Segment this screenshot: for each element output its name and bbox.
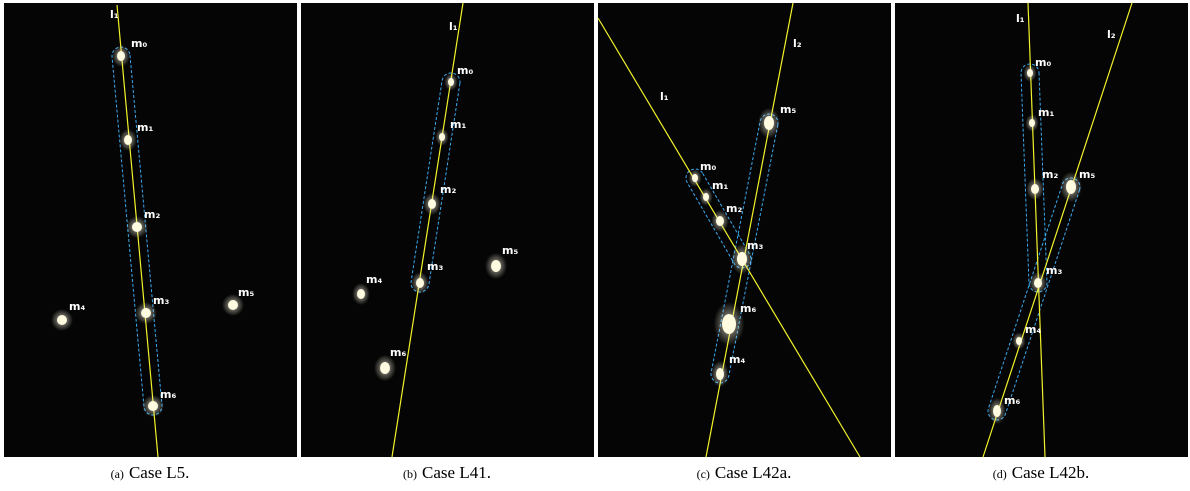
point-label: m₄ (366, 273, 382, 286)
caption-tag: (d) (993, 467, 1007, 481)
point-label: m₀ (1035, 56, 1051, 69)
line-label: l₂ (1107, 28, 1116, 41)
point (439, 133, 445, 141)
figure: (a) Case L5. (b) Case L41. (c) Case L42a. (… (0, 0, 1190, 491)
panel-image (895, 3, 1188, 457)
point (148, 401, 158, 411)
caption-text: Case L42b. (1012, 463, 1089, 482)
point-label: m₂ (440, 183, 456, 196)
point (228, 300, 238, 310)
point (448, 78, 454, 86)
point-label: m₄ (729, 353, 745, 366)
caption: (d) Case L42b. (993, 463, 1089, 482)
point-label: m₁ (450, 118, 466, 131)
point-label: m₃ (747, 239, 763, 252)
caption-text: Case L41. (422, 463, 491, 482)
caption: (b) Case L41. (403, 463, 491, 482)
point (141, 308, 151, 318)
line-label: l₁ (110, 8, 119, 21)
point-label: m₆ (160, 388, 176, 401)
point-label: m₁ (137, 121, 153, 134)
point (132, 222, 142, 232)
point-label: m₂ (1042, 168, 1058, 181)
point-label: m₅ (238, 286, 254, 299)
point-label: m₆ (740, 302, 756, 315)
point-label: m₂ (726, 202, 742, 215)
point (722, 314, 736, 334)
point-label: m₀ (457, 64, 473, 77)
point (764, 116, 774, 130)
point-label: m₄ (69, 300, 85, 313)
point (1066, 180, 1076, 194)
point-label: m₅ (780, 103, 796, 116)
caption-text: Case L5. (129, 463, 189, 482)
point-label: m₁ (712, 179, 728, 192)
line-label: l₁ (660, 90, 669, 103)
caption-tag: (c) (697, 467, 710, 481)
point (1034, 278, 1042, 288)
point-label: m₅ (502, 244, 518, 257)
caption-text: Case L42a. (715, 463, 791, 482)
point (491, 260, 501, 272)
point (416, 278, 424, 288)
page: (a) Case L5. (b) Case L41. (c) Case L42a. (… (0, 0, 1190, 491)
point-label: m₀ (131, 37, 147, 50)
panel-image (301, 3, 594, 457)
point (993, 405, 1001, 417)
point (692, 174, 698, 182)
point-label: m₆ (390, 346, 406, 359)
point (1016, 337, 1022, 345)
caption-tag: (a) (111, 467, 124, 481)
point-label: m₅ (1079, 168, 1095, 181)
point-label: m₃ (153, 294, 169, 307)
point (737, 252, 747, 266)
point (57, 315, 67, 325)
point (124, 135, 132, 145)
line-label: l₂ (793, 37, 802, 50)
point-label: m₄ (1025, 323, 1041, 336)
point (1027, 69, 1033, 77)
panel-image (4, 3, 297, 457)
point-label: m₃ (427, 260, 443, 273)
caption: (a) Case L5. (111, 463, 190, 482)
line-label: l₁ (1016, 12, 1025, 25)
point (428, 199, 436, 209)
point (357, 289, 365, 299)
point (1031, 184, 1039, 194)
point (716, 216, 724, 226)
caption-tag: (b) (403, 467, 417, 481)
point (716, 368, 724, 380)
line-label: l₁ (449, 20, 458, 33)
caption: (c) Case L42a. (697, 463, 792, 482)
point-label: m₂ (144, 208, 160, 221)
point (117, 51, 125, 61)
panel-image (598, 3, 891, 457)
point-label: m₃ (1046, 264, 1062, 277)
point-label: m₁ (1038, 106, 1054, 119)
point-label: m₀ (700, 160, 716, 173)
point (703, 193, 709, 201)
point (1029, 119, 1035, 127)
point (380, 362, 390, 374)
point-label: m₆ (1004, 394, 1020, 407)
